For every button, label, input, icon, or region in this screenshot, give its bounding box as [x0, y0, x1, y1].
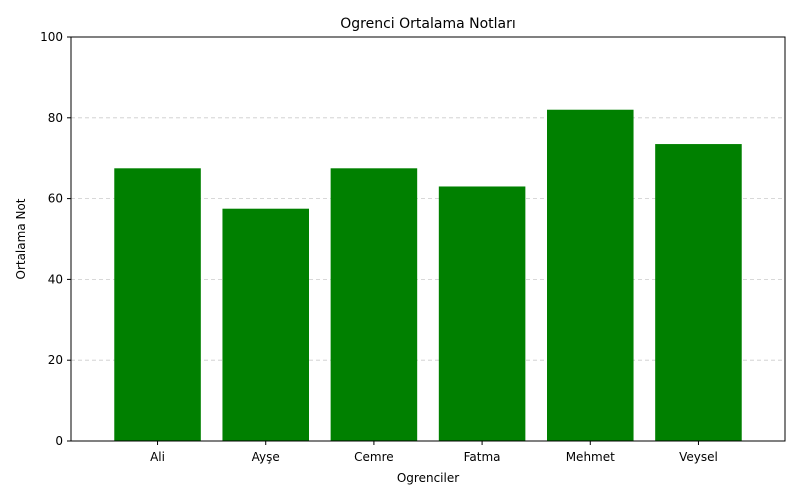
- bars: [114, 109, 742, 442]
- y-tick-label: 40: [48, 272, 63, 286]
- y-axis-ticks: 0 20 40 60 80 100: [40, 30, 71, 448]
- y-tick-label: 20: [48, 353, 63, 367]
- bar-cemre: [330, 168, 418, 442]
- bar-mehmet: [547, 109, 634, 441]
- plot-frame: [70, 36, 786, 442]
- chart-title: Ogrenci Ortalama Notları: [340, 16, 516, 32]
- bar-ayşe: [222, 208, 309, 441]
- y-axis-label: Ortalama Not: [14, 198, 28, 279]
- x-tick-label: Mehmet: [566, 450, 615, 464]
- x-tick-label: Veysel: [679, 450, 718, 464]
- x-axis-ticks: Ali Ayşe Cemre Fatma Mehmet Veysel: [150, 441, 718, 464]
- bar-fatma: [438, 186, 526, 441]
- y-tick-label: 60: [48, 192, 63, 206]
- x-axis-label: Ogrenciler: [397, 471, 459, 485]
- y-tick-label: 80: [48, 111, 63, 125]
- x-tick-label: Ali: [150, 450, 165, 464]
- x-tick-label: Ayşe: [252, 450, 280, 464]
- x-tick-label: Cemre: [354, 450, 394, 464]
- y-tick-label: 100: [40, 30, 63, 44]
- bar-ali: [114, 168, 201, 442]
- x-tick-label: Fatma: [464, 450, 501, 464]
- y-tick-label: 0: [55, 434, 63, 448]
- bar-veysel: [655, 144, 742, 441]
